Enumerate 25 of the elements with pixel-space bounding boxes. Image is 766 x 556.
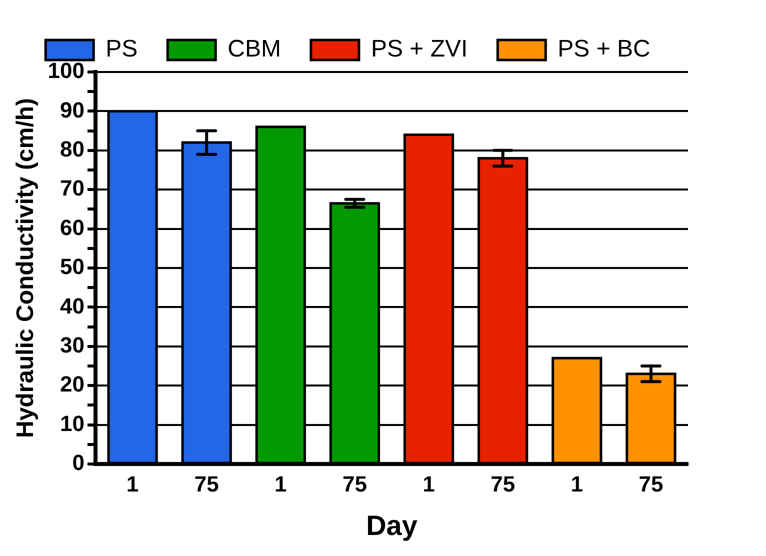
x-tick-label: 1 — [570, 471, 584, 496]
y-tick-label: 100 — [48, 58, 85, 84]
y-tick-label: 90 — [60, 97, 85, 122]
x-tick-label: 75 — [490, 471, 516, 496]
x-axis-title: Day — [366, 510, 418, 541]
x-tick-label: 1 — [274, 471, 287, 496]
y-tick-label: 10 — [60, 410, 85, 436]
y-tick-label: 20 — [60, 372, 85, 397]
y-tick-label: 30 — [60, 332, 85, 358]
y-tick-label: 70 — [60, 176, 85, 201]
x-tick-label: 1 — [422, 471, 435, 496]
y-tick-label: 50 — [60, 254, 85, 280]
y-tick-label: 60 — [60, 214, 85, 240]
y-tick-label: 80 — [60, 136, 85, 162]
legend-label: PS + ZVI — [370, 36, 468, 63]
x-tick-label: 1 — [126, 471, 139, 496]
x-tick-label: 75 — [194, 471, 219, 496]
x-tick-label: 75 — [638, 471, 664, 496]
x-tick-label: 75 — [342, 471, 367, 496]
y-tick-label: 0 — [72, 450, 85, 476]
legend-label: CBM — [228, 36, 281, 63]
y-axis-title: Hydraulic Conductivity (cm/h) — [12, 98, 40, 438]
legend-label: PS — [106, 36, 138, 63]
y-tick-label: 40 — [60, 293, 85, 318]
legend-label: PS + BC — [558, 36, 650, 63]
